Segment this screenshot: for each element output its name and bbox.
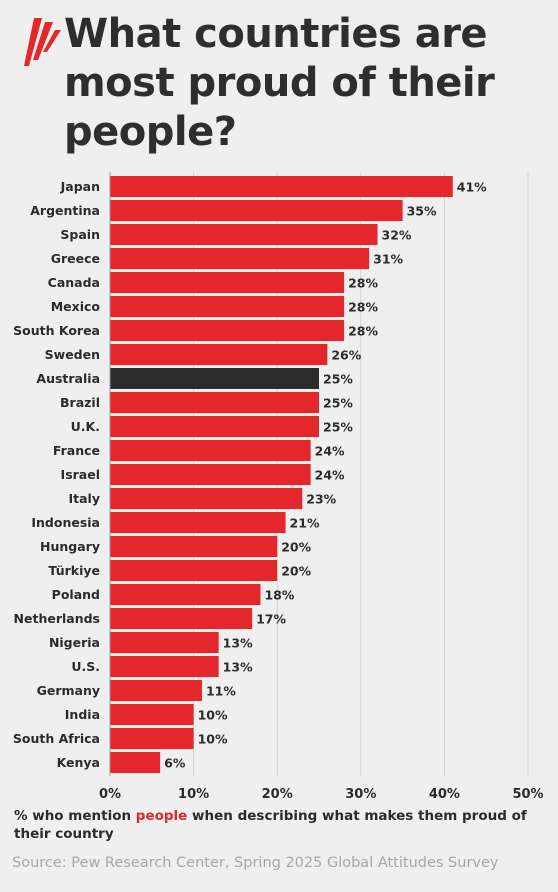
- category-label: U.S.: [71, 659, 100, 674]
- bar: [110, 200, 403, 221]
- bar: [110, 320, 345, 341]
- category-label: Indonesia: [31, 515, 100, 530]
- category-label: Brazil: [60, 395, 100, 410]
- sbs-logo-icon: [24, 18, 61, 66]
- value-label: 21%: [290, 516, 320, 531]
- category-label: Italy: [69, 491, 101, 506]
- page-title: What countries are most proud of their p…: [64, 11, 495, 155]
- bar: [110, 416, 319, 437]
- bar: [110, 272, 345, 293]
- x-tick-label: 30%: [345, 787, 376, 802]
- category-label: Netherlands: [14, 611, 100, 626]
- category-label: Kenya: [57, 755, 100, 770]
- value-label: 25%: [323, 396, 353, 411]
- x-tick-label: 40%: [429, 787, 460, 802]
- category-label: Spain: [60, 227, 100, 242]
- value-label: 11%: [206, 684, 236, 699]
- value-label: 13%: [223, 636, 253, 651]
- bar: [110, 344, 328, 365]
- category-label: Poland: [52, 587, 100, 602]
- value-label: 31%: [373, 252, 403, 267]
- x-tick-label: 0%: [99, 787, 121, 802]
- category-label: Mexico: [51, 299, 101, 314]
- bar: [110, 728, 194, 749]
- value-label: 23%: [306, 492, 336, 507]
- value-label: 28%: [348, 276, 378, 291]
- category-label: Argentina: [30, 203, 100, 218]
- category-label: Japan: [60, 179, 100, 194]
- value-label: 10%: [198, 732, 228, 747]
- footnote-highlight: people: [135, 808, 188, 824]
- value-label: 35%: [407, 204, 437, 219]
- value-label: 28%: [348, 300, 378, 315]
- category-label: South Africa: [13, 731, 100, 746]
- category-label: Sweden: [45, 347, 100, 362]
- bar: [110, 224, 378, 245]
- value-label: 17%: [256, 612, 286, 627]
- bar: [110, 392, 319, 413]
- value-label: 25%: [323, 420, 353, 435]
- category-label: India: [65, 707, 100, 722]
- bar: [110, 632, 219, 653]
- value-label: 24%: [315, 444, 345, 459]
- x-tick-label: 20%: [262, 787, 293, 802]
- category-label: Canada: [48, 275, 100, 290]
- category-label: U.K.: [71, 419, 100, 434]
- bar: [110, 368, 319, 389]
- bar: [110, 536, 278, 557]
- x-tick-label: 10%: [178, 787, 209, 802]
- value-label: 26%: [331, 348, 361, 363]
- x-tick-label: 50%: [512, 787, 543, 802]
- value-label: 41%: [457, 180, 487, 195]
- category-label: Australia: [36, 371, 100, 386]
- category-label: Türkiye: [48, 563, 100, 578]
- bar: [110, 176, 453, 197]
- bar: [110, 464, 311, 485]
- bar: [110, 680, 202, 701]
- category-label: Hungary: [40, 539, 100, 554]
- bar: [110, 248, 370, 269]
- category-label: Germany: [37, 683, 100, 698]
- value-label: 20%: [281, 564, 311, 579]
- category-label: South Korea: [13, 323, 100, 338]
- value-label: 20%: [281, 540, 311, 555]
- bar: [110, 704, 194, 725]
- bar: [110, 656, 219, 677]
- bar: [110, 608, 253, 629]
- category-label: France: [53, 443, 100, 458]
- value-label: 10%: [198, 708, 228, 723]
- value-label: 6%: [164, 756, 186, 771]
- footnote: % who mention people when describing wha…: [14, 807, 544, 843]
- value-label: 13%: [223, 660, 253, 675]
- category-label: Greece: [51, 251, 100, 266]
- bar-chart: 0% 10% 20% 30% 40% 50% Japan 41% Argentina 35% Spa…: [13, 172, 544, 802]
- bar: [110, 752, 161, 773]
- bar: [110, 512, 286, 533]
- value-label: 28%: [348, 324, 378, 339]
- bar: [110, 296, 345, 317]
- value-label: 32%: [382, 228, 412, 243]
- bar: [110, 560, 278, 581]
- footnote-text-before: % who mention: [14, 808, 136, 824]
- value-label: 24%: [315, 468, 345, 483]
- category-label: Israel: [61, 467, 100, 482]
- footnote-text-after: when describing what makes them proud of…: [14, 808, 527, 842]
- value-label: 25%: [323, 372, 353, 387]
- bar: [110, 584, 261, 605]
- bar: [110, 488, 303, 509]
- source-note: Source: Pew Research Center, Spring 2025…: [12, 855, 499, 871]
- bar: [110, 440, 311, 461]
- category-label: Nigeria: [49, 635, 100, 650]
- value-label: 18%: [264, 588, 294, 603]
